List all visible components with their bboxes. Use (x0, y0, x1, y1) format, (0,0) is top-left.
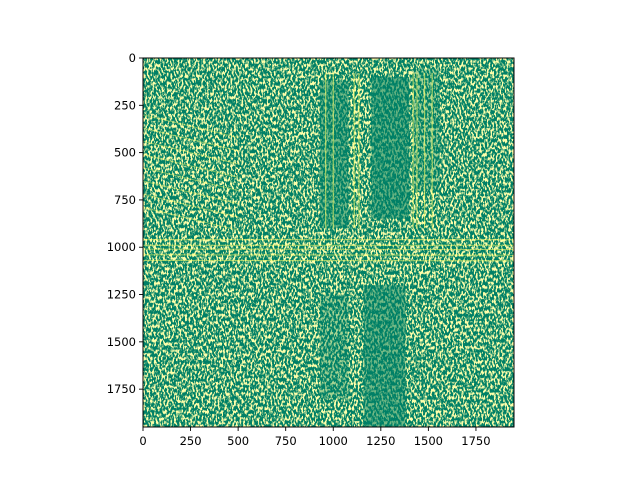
building-left (319, 80, 349, 229)
x-tick-label: 1000 (319, 434, 348, 448)
y-tick-label: 1000 (107, 240, 136, 254)
x-tick-label: 750 (275, 434, 297, 448)
reflection-left (319, 294, 349, 399)
x-tick-label: 500 (227, 434, 249, 448)
building-far-right (413, 69, 440, 191)
y-tick-label: 1500 (107, 335, 136, 349)
x-tick-label: 1750 (461, 434, 490, 448)
diagonal-edge-line (142, 127, 239, 152)
y-tick-label: 0 (129, 51, 136, 65)
axes-frame (142, 57, 515, 428)
plot-area (142, 57, 515, 428)
diagonal-edge-line (142, 140, 239, 165)
heatmap-structures (142, 69, 515, 427)
x-tick-label: 0 (139, 434, 146, 448)
x-tick-label: 1250 (366, 434, 395, 448)
y-tick-label: 1750 (107, 382, 136, 396)
x-tick-label: 250 (180, 434, 202, 448)
diagonal-edge-line (142, 207, 239, 231)
diagonal-edge-line (142, 114, 239, 138)
x-axis: 0 250 500 750 1000 1250 1500 1750 (139, 427, 491, 448)
y-tick-label: 500 (114, 146, 136, 160)
x-tick-label: 1500 (414, 434, 443, 448)
diagonal-edge-line (142, 154, 239, 178)
y-tick-label: 250 (114, 98, 136, 112)
y-tick-label: 750 (114, 193, 136, 207)
y-axis: 0 250 500 750 1000 1250 1500 1750 (107, 51, 143, 396)
diagonal-edge-line (142, 180, 239, 205)
y-tick-label: 1250 (107, 288, 136, 302)
diagonal-edge-line (142, 193, 239, 218)
building-right (371, 76, 410, 219)
reflection-center (363, 285, 406, 427)
diagonal-edge-line (142, 167, 239, 191)
